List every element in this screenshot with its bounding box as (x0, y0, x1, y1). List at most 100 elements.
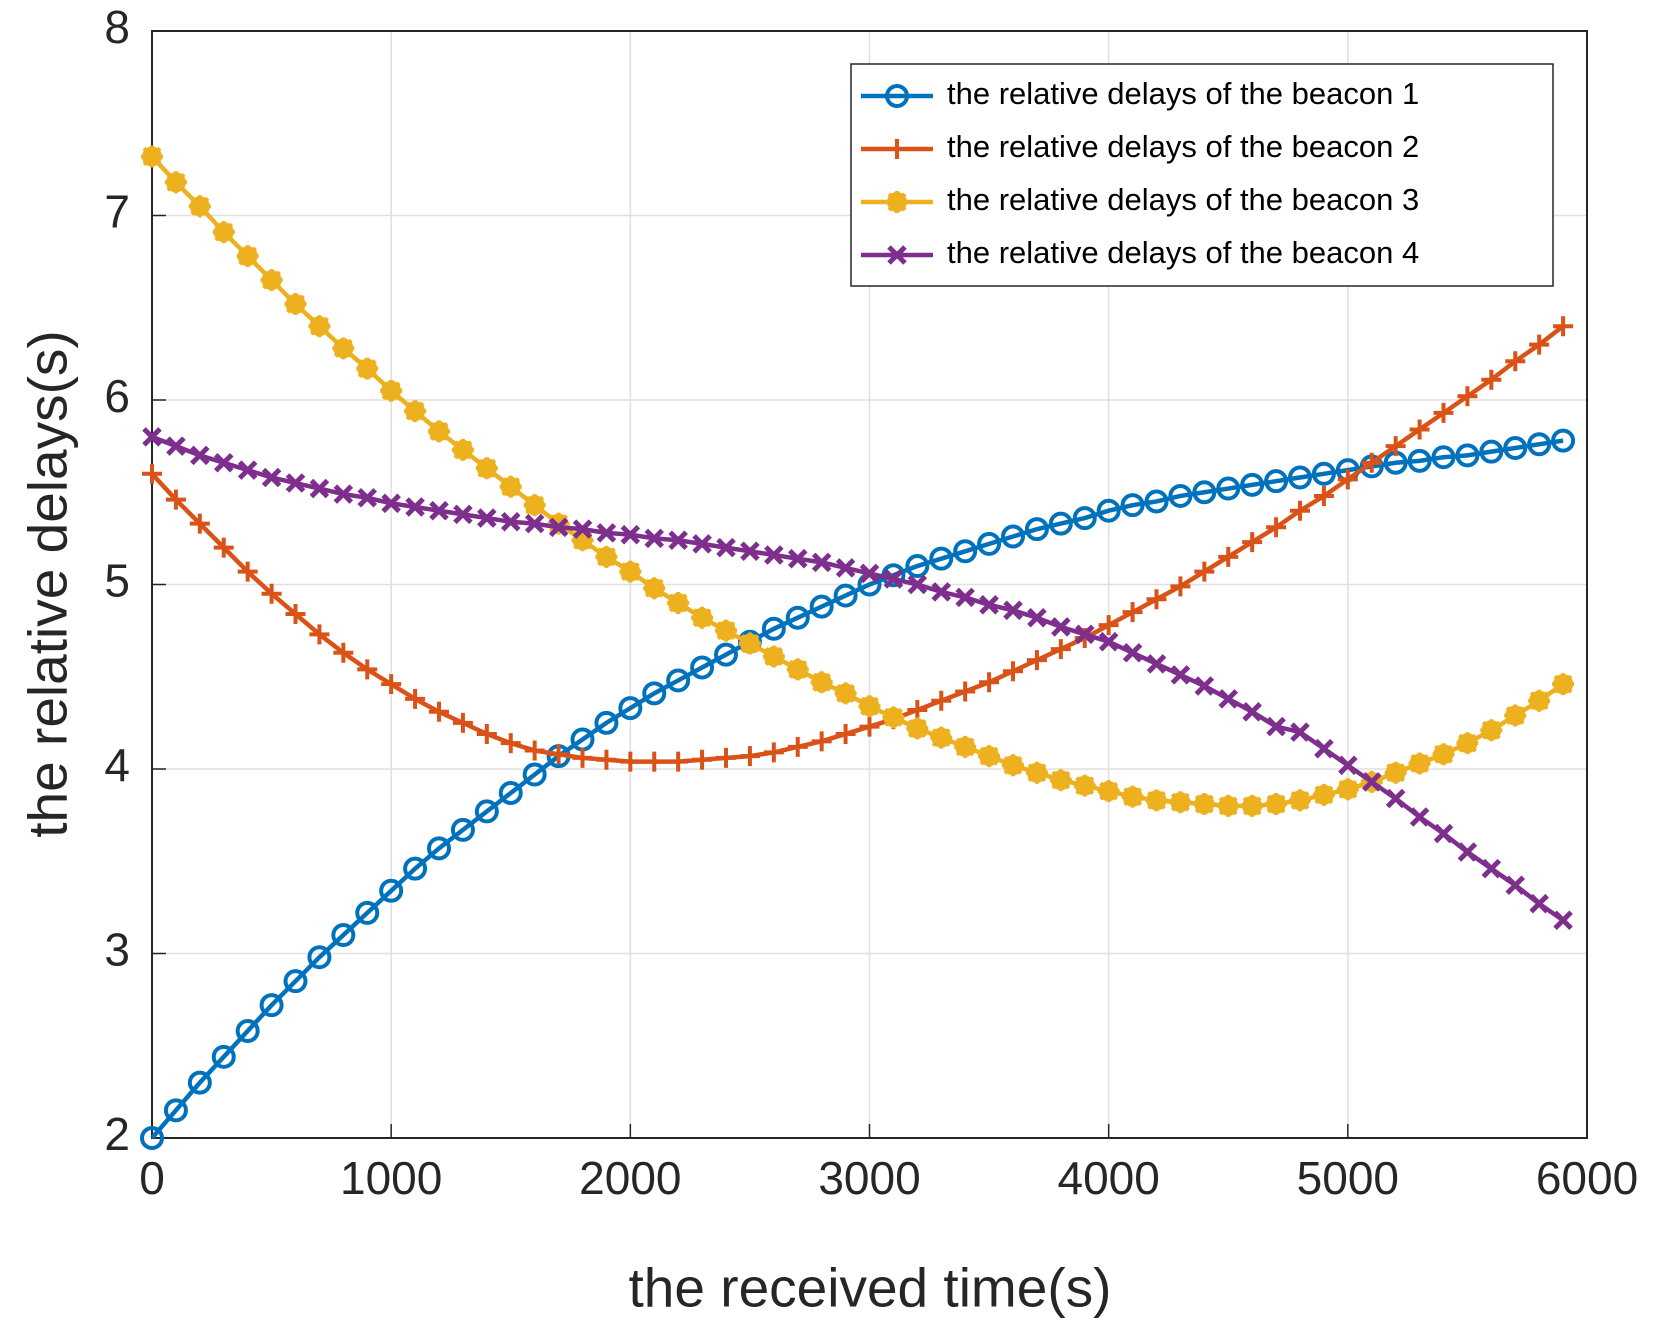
marker (716, 747, 736, 768)
marker (522, 762, 547, 787)
marker-shape (187, 1070, 212, 1095)
marker-shape (716, 747, 736, 768)
marker-shape (211, 1044, 236, 1069)
marker-shape (213, 537, 234, 558)
marker-shape (1314, 738, 1334, 759)
marker-shape (810, 671, 833, 694)
marker (883, 569, 904, 589)
marker-shape (762, 645, 785, 668)
marker-shape (1216, 476, 1241, 501)
marker-shape (523, 494, 546, 517)
marker (620, 524, 641, 545)
marker-shape (786, 658, 809, 681)
marker-shape (619, 560, 642, 583)
marker-shape (1025, 761, 1048, 784)
marker (1242, 702, 1262, 722)
marker (477, 508, 497, 528)
marker-shape (1311, 461, 1336, 486)
marker-shape (1479, 439, 1504, 464)
marker-shape (642, 681, 667, 706)
marker (1194, 676, 1215, 696)
x-tick-label: 1000 (340, 1152, 442, 1204)
marker-shape (620, 524, 641, 545)
marker-shape (1193, 793, 1216, 816)
marker (1097, 780, 1120, 803)
marker (1265, 793, 1288, 816)
marker (882, 706, 905, 729)
marker-shape (1170, 665, 1191, 685)
x-tick-label: 6000 (1536, 1152, 1638, 1204)
marker (213, 537, 234, 558)
marker (1002, 754, 1024, 777)
marker-shape (979, 672, 1000, 693)
marker-shape (429, 701, 449, 722)
marker (834, 682, 857, 705)
marker (165, 489, 186, 510)
marker-shape (931, 582, 952, 602)
marker (1552, 673, 1575, 696)
marker-shape (835, 723, 856, 744)
marker (787, 548, 808, 569)
marker-shape (500, 512, 521, 532)
marker (1025, 761, 1048, 784)
marker-shape (1024, 517, 1049, 542)
marker-shape (811, 731, 832, 752)
marker-shape (1553, 910, 1573, 931)
marker (643, 577, 666, 600)
marker-shape (236, 245, 259, 268)
marker-shape (1194, 676, 1215, 696)
marker-shape (451, 438, 474, 461)
legend-label: the relative delays of the beacon 4 (947, 235, 1419, 270)
marker-shape (450, 817, 475, 842)
marker-shape (1457, 842, 1478, 862)
marker (786, 658, 809, 681)
marker-shape (166, 436, 186, 456)
marker-shape (1505, 351, 1526, 372)
marker-shape (787, 736, 808, 757)
marker (1432, 743, 1455, 766)
marker-shape (907, 699, 928, 720)
marker-shape (716, 537, 736, 558)
marker-shape (571, 529, 594, 552)
y-tick-label: 7 (104, 186, 130, 238)
marker-shape (356, 357, 379, 380)
marker (692, 749, 713, 770)
marker (499, 475, 522, 498)
marker (955, 587, 975, 608)
marker-shape (1288, 465, 1312, 490)
marker (524, 513, 545, 534)
marker-shape (1551, 428, 1576, 453)
marker-shape (1338, 755, 1358, 776)
marker (930, 726, 953, 749)
marker-shape (1408, 752, 1431, 775)
marker (189, 513, 210, 534)
marker (954, 735, 977, 758)
marker (357, 488, 378, 508)
marker (1122, 642, 1143, 663)
marker-shape (595, 545, 618, 568)
marker (955, 681, 976, 702)
marker-shape (594, 710, 619, 735)
marker-shape (1242, 532, 1263, 553)
marker (1194, 561, 1215, 582)
marker-shape (1456, 732, 1479, 755)
marker-shape (1455, 443, 1480, 468)
marker-shape (1241, 794, 1264, 817)
marker-shape (357, 488, 378, 508)
marker-shape (1146, 589, 1167, 610)
marker (1146, 654, 1167, 674)
marker (451, 438, 474, 461)
marker (309, 624, 330, 645)
marker-shape (308, 315, 331, 338)
marker (979, 672, 1000, 693)
marker (979, 595, 999, 615)
marker (690, 655, 715, 680)
marker (738, 632, 761, 655)
marker (331, 923, 356, 948)
marker (618, 696, 643, 721)
marker-shape (690, 655, 715, 680)
marker-shape (285, 604, 306, 625)
marker-shape (163, 1098, 188, 1123)
marker (261, 467, 282, 488)
marker-shape (499, 475, 522, 498)
